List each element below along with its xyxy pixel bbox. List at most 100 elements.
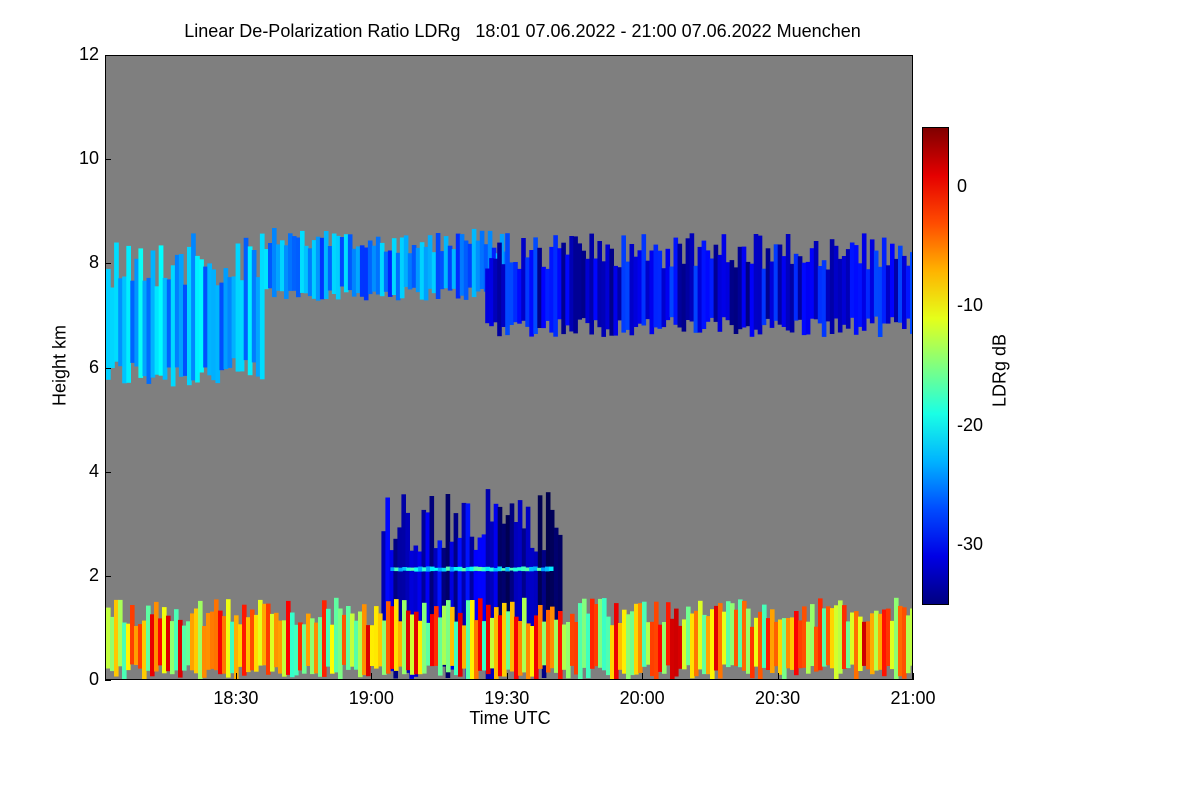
heatmap-cell	[343, 234, 349, 293]
x-tick-label: 18:30	[213, 688, 259, 708]
heatmap-cell	[311, 240, 317, 299]
heatmap-cell	[902, 607, 907, 679]
heatmap-svg	[106, 228, 912, 679]
heatmap-cell	[830, 608, 835, 669]
heatmap-cell	[597, 241, 602, 328]
heatmap-cell	[445, 494, 451, 678]
heatmap-cell	[722, 611, 727, 665]
heatmap-cell	[489, 258, 494, 327]
feature-cirrus-cloud	[264, 228, 509, 301]
heatmap-cell	[637, 250, 643, 324]
heatmap-cell	[405, 512, 410, 673]
heatmap-cell	[562, 624, 567, 670]
heatmap-cell	[910, 608, 912, 666]
heatmap-cell	[854, 611, 859, 679]
heatmap-cell	[489, 521, 495, 679]
heatmap-cell	[431, 252, 437, 294]
heatmap-cell	[138, 624, 143, 669]
heatmap-cell	[481, 534, 487, 652]
x-tick-label: 19:00	[348, 688, 394, 708]
heatmap-cell	[501, 264, 506, 327]
heatmap-cell	[618, 623, 623, 670]
heatmap-cell	[294, 624, 299, 676]
heatmap-cell	[754, 617, 759, 667]
heatmap-cell	[782, 618, 787, 679]
heatmap-cell	[442, 605, 447, 665]
heatmap-cell	[898, 245, 903, 323]
heatmap-cell	[594, 604, 599, 667]
heatmap-cell	[873, 250, 879, 317]
heatmap-cell	[331, 233, 337, 294]
heatmap-cell	[397, 527, 402, 658]
heatmap-cell	[303, 245, 309, 294]
heatmap-cell	[521, 528, 527, 663]
x-tick-mark	[642, 673, 644, 680]
colorbar-tick-label: 0	[957, 175, 968, 196]
heatmap-cell	[669, 266, 675, 318]
x-tick-mark	[506, 673, 508, 680]
heatmap-cell	[714, 605, 719, 671]
heatmap-cell	[698, 600, 703, 670]
heatmap-cell	[315, 236, 321, 301]
heatmap-cell	[634, 603, 639, 675]
heatmap-cell	[629, 244, 635, 336]
heatmap-cell	[465, 503, 471, 679]
heatmap-cell	[106, 268, 111, 380]
heatmap-cell	[869, 239, 875, 324]
heatmap-cell	[513, 262, 518, 323]
heatmap-cell	[437, 540, 443, 661]
heatmap-cell	[406, 610, 411, 671]
heatmap-cell	[573, 236, 578, 334]
heatmap-cell	[122, 276, 127, 384]
heatmap-cell	[509, 503, 515, 663]
heatmap-cell	[837, 258, 843, 333]
heatmap-cell	[199, 259, 204, 373]
heatmap-cell	[689, 233, 695, 322]
heatmap-cell	[426, 622, 431, 666]
heatmap-cell	[878, 613, 883, 670]
heatmap-cell	[578, 603, 583, 679]
heatmap-cell	[358, 611, 363, 678]
heatmap-cell	[426, 566, 431, 572]
heatmap-cell	[521, 238, 526, 321]
heatmap-cell	[449, 541, 455, 670]
heatmap-cell	[268, 243, 273, 289]
heatmap-cell	[203, 266, 208, 368]
heatmap-cell	[394, 599, 399, 671]
heatmap-cell	[641, 234, 647, 326]
heatmap-cell	[717, 254, 723, 332]
heatmap-cell	[410, 567, 415, 571]
heatmap-cell	[545, 566, 550, 572]
heatmap-cell	[906, 615, 911, 674]
heatmap-cell	[902, 255, 907, 329]
heatmap-cell	[150, 250, 156, 378]
heatmap-cell	[814, 626, 819, 672]
heatmap-cell	[403, 235, 409, 287]
heatmap-cell	[398, 567, 403, 572]
heatmap-cell	[769, 261, 775, 328]
heatmap-cell	[421, 509, 427, 668]
heatmap-cell	[270, 613, 275, 672]
heatmap-cell	[653, 244, 659, 328]
y-tick-label: 4	[88, 460, 99, 481]
heatmap-cell	[749, 263, 755, 337]
heatmap-cell	[235, 243, 241, 372]
heatmap-cell	[638, 603, 643, 673]
heatmap-cell	[834, 605, 839, 679]
heatmap-cell	[882, 609, 887, 677]
heatmap-cell	[794, 611, 799, 676]
heatmap-cell	[435, 233, 441, 299]
heatmap-cell	[785, 234, 791, 331]
heatmap-cell	[517, 268, 522, 324]
heatmap-cell	[446, 600, 451, 673]
heatmap-cell	[410, 614, 415, 675]
y-tick-label: 6	[88, 356, 99, 377]
heatmap-cell	[207, 263, 212, 376]
heatmap-cell	[195, 255, 200, 383]
heatmap-cell	[300, 230, 305, 293]
heatmap-cell	[510, 601, 515, 672]
heatmap-cell	[347, 234, 353, 291]
heatmap-cell	[481, 567, 487, 572]
heatmap-cell	[894, 258, 899, 323]
x-tick-mark	[913, 673, 914, 680]
